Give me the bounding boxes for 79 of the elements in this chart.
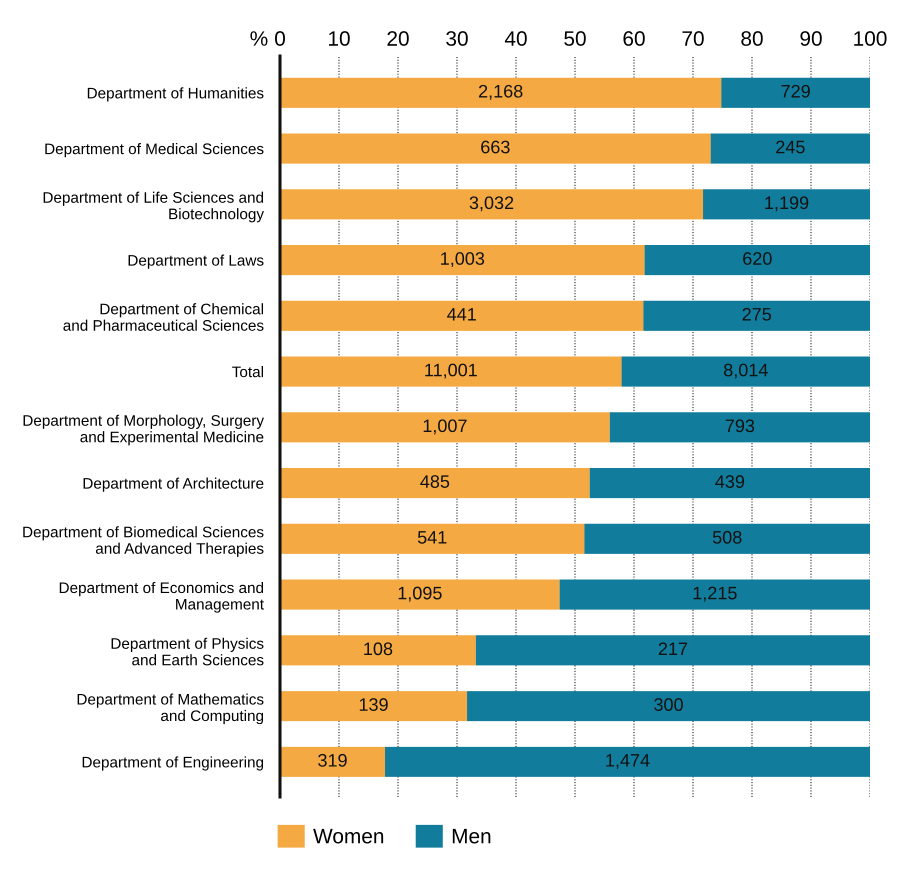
annotation: 620 (743, 252, 772, 265)
y-tick-label: Department of Life Sciences and Biotechnology (44, 192, 264, 222)
annotation: 793 (726, 419, 754, 432)
bar (560, 580, 870, 610)
annotation: 245 (776, 140, 805, 154)
annotation: 108 (364, 642, 392, 656)
x-axis-title: % (250, 31, 268, 46)
bar (280, 524, 584, 554)
x-tick-label: 30 (446, 31, 468, 46)
y-tick-label: Department of Humanities (88, 87, 264, 102)
y-tick-label: Department of Economics and Management (60, 582, 264, 613)
annotation: 439 (715, 475, 744, 488)
y-tick-label: Department of Biomedical Sciences and Advanced Therapies (23, 526, 264, 557)
bar (584, 524, 870, 554)
x-tick-label: 20 (387, 31, 409, 46)
bar (476, 635, 870, 666)
bar (280, 356, 622, 387)
y-tick-label: Department of Architecture (84, 478, 264, 492)
bar (610, 412, 870, 442)
bar (280, 189, 704, 220)
bar (280, 580, 560, 610)
annotation: 217 (658, 642, 688, 656)
bar (280, 78, 722, 108)
bar (385, 746, 870, 777)
y-tick-label: Department of Engineering (82, 756, 264, 771)
y-tick-label: Department of Laws (128, 254, 264, 269)
legend-label: Men (452, 828, 490, 844)
x-tick-label: 0 (275, 31, 285, 46)
x-tick-label: 40 (504, 31, 527, 46)
bar (467, 691, 870, 722)
x-tick-label: 90 (800, 31, 822, 46)
x-tick-label: 60 (623, 31, 645, 46)
annotation: 1,095 (398, 586, 442, 602)
bar (280, 468, 590, 498)
bar (710, 134, 870, 164)
annotation: 508 (712, 530, 742, 544)
annotation: 300 (654, 698, 683, 711)
annotation: 139 (360, 698, 388, 711)
bar (622, 356, 870, 387)
bar (280, 412, 610, 442)
annotation: 319 (318, 754, 347, 767)
bar (280, 635, 476, 666)
bar (280, 746, 386, 777)
annotation: 1,007 (424, 419, 467, 434)
annotation: 275 (742, 308, 772, 321)
x-tick-label: 100 (854, 31, 887, 46)
x-tick-label: 50 (564, 31, 586, 46)
y-tick-label: Department of Morphology, Surgery and Experimental Medicine (24, 414, 264, 446)
bar (280, 300, 644, 331)
annotation: 485 (420, 475, 450, 488)
bar (703, 189, 870, 220)
bar (280, 134, 711, 164)
x-tick-label: 10 (329, 31, 350, 46)
bar (643, 300, 870, 331)
y-tick-label: Department of Physics and Earth Sciences (112, 638, 264, 666)
annotation: 1,199 (765, 196, 808, 212)
annotation: 729 (782, 84, 810, 98)
legend-label: Women (313, 828, 384, 844)
x-tick-label: 80 (741, 31, 763, 46)
annotation: 1,215 (694, 586, 737, 602)
bar (280, 691, 468, 722)
annotation: 1,003 (441, 252, 484, 268)
bar (721, 78, 870, 108)
annotation: 11,001 (425, 364, 477, 379)
y-tick-label: Department of Mathematics and Computing (78, 693, 264, 724)
bar (280, 245, 645, 276)
y-tick-label: Total (232, 366, 264, 378)
annotation: 441 (447, 308, 476, 320)
annotation: 663 (481, 140, 510, 154)
annotation: 2,168 (478, 84, 522, 100)
bar (644, 245, 870, 276)
annotation: 541 (418, 531, 446, 544)
annotation: 8,014 (724, 364, 768, 379)
annotation: 3,032 (470, 196, 514, 212)
annotation: 1,474 (606, 754, 650, 769)
bar (590, 468, 870, 498)
y-tick-label: Department of Chemical and Pharmaceutical Sciences (63, 303, 264, 331)
x-tick-label: 70 (682, 31, 704, 46)
y-tick-label: Department of Medical Sciences (45, 143, 264, 158)
